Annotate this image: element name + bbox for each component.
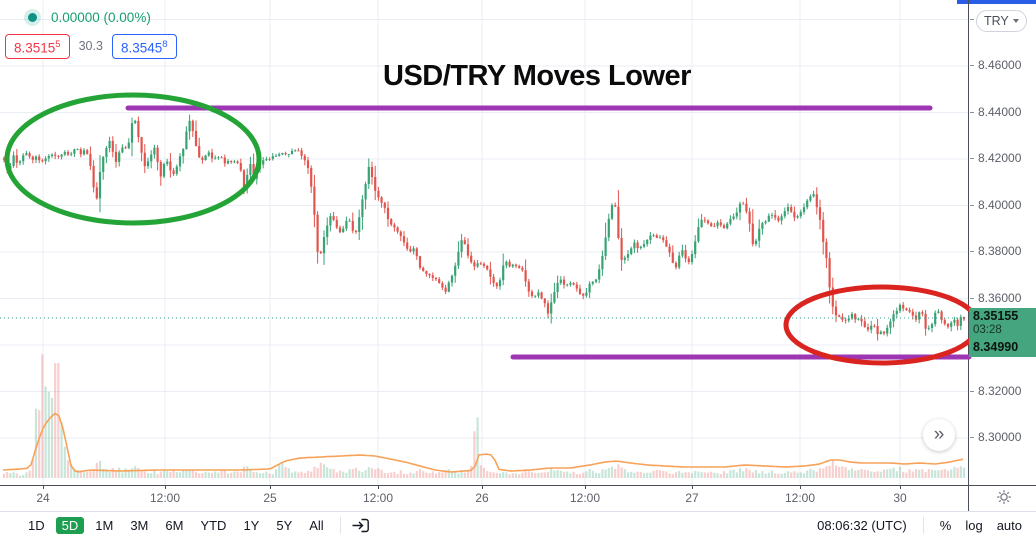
time-axis-label: 25	[263, 491, 277, 505]
range-button-3m[interactable]: 3M	[130, 517, 149, 533]
chevron-down-icon	[1012, 19, 1019, 23]
price-axis[interactable]: 8.480008.460008.440008.420008.400008.380…	[969, 0, 1036, 485]
time-axis-border	[0, 485, 1036, 486]
range-button-6m[interactable]: 6M	[165, 517, 184, 533]
market-status-dot-icon[interactable]	[24, 8, 41, 26]
volume-ma-line	[2, 412, 964, 473]
time-axis-label: 24	[36, 491, 50, 505]
time-axis-label: 12:00	[362, 491, 394, 505]
time-axis-label: 12:00	[784, 491, 816, 505]
volume-layer	[2, 354, 966, 478]
spread-value: 30.3	[78, 39, 103, 54]
top-scrollbar-strip	[957, 0, 1036, 4]
secondary-price-value: 8.34990	[973, 340, 1019, 354]
time-axis-label: 12:00	[569, 491, 601, 505]
price-axis-label: 8.46000	[969, 58, 1022, 72]
range-button-1m[interactable]: 1M	[95, 517, 114, 533]
last-price-value: 8.35155	[973, 309, 1019, 323]
time-axis[interactable]: 24 12:00 25 12:00 26 12:00 27 12:00 30	[0, 485, 968, 511]
currency-unit-label: TRY	[984, 14, 1009, 28]
time-axis-tick	[165, 485, 166, 489]
toolbar-divider	[922, 516, 924, 534]
ask-price-button[interactable]: 8.35458	[111, 34, 177, 59]
currency-unit-button[interactable]: TRY	[976, 10, 1027, 32]
range-button-1y[interactable]: 1Y	[243, 517, 260, 533]
bottom-toolbar: 1D 5D 1M 3M 6M YTD 1Y 5Y All 08:06:32 (UTC) % log…	[0, 511, 1036, 538]
date-range-switcher: 1D 5D 1M 3M 6M YTD 1Y 5Y All	[22, 516, 330, 534]
scale-buttons: % log auto	[940, 518, 1022, 533]
time-axis-tick	[482, 485, 483, 489]
time-axis-tick	[692, 485, 693, 489]
last-price-badge: 8.35155 03:28 8.34990	[969, 308, 1036, 357]
range-button-5y[interactable]: 5Y	[276, 517, 293, 533]
price-axis-label: 8.42000	[969, 151, 1022, 165]
double-chevron-right-icon: »	[933, 424, 945, 445]
grid-layer	[0, 0, 968, 485]
scale-button-log[interactable]: log	[965, 517, 983, 533]
time-axis-tick	[270, 485, 271, 489]
price-axis-label: 8.40000	[969, 197, 1022, 212]
candles-layer	[2, 114, 966, 341]
time-axis-label: 27	[685, 491, 699, 505]
time-axis-label: 26	[475, 491, 489, 505]
price-axis-label: 8.36000	[969, 290, 1022, 305]
annotation-title: USD/TRY Moves Lower	[383, 60, 691, 92]
price-axis-border	[968, 0, 969, 511]
time-axis-tick	[378, 485, 379, 489]
go-to-date-icon[interactable]	[351, 518, 370, 533]
time-axis-tick	[43, 485, 44, 489]
range-button-ytd[interactable]: YTD	[200, 517, 227, 533]
price-axis-label: 8.30000	[969, 430, 1022, 444]
scale-button-auto[interactable]: auto	[996, 517, 1022, 533]
bid-price-button[interactable]: 8.35155	[5, 34, 70, 59]
bar-countdown: 03:28	[973, 324, 1002, 336]
price-axis-label: 8.32000	[969, 383, 1022, 398]
price-axis-label: 8.44000	[969, 104, 1022, 119]
time-axis-tick	[585, 485, 586, 489]
time-axis-tick	[900, 485, 901, 489]
time-axis-tick	[800, 485, 801, 489]
price-axis-label: 8.38000	[969, 244, 1022, 258]
toolbar-divider	[339, 516, 341, 534]
range-button-5d[interactable]: 5D	[55, 516, 85, 534]
clock-timezone-button[interactable]: 08:06:32 (UTC)	[817, 517, 907, 533]
change-text: 0.00000 (0.00%)	[51, 9, 151, 25]
range-button-1d[interactable]: 1D	[28, 517, 45, 533]
time-axis-label: 30	[893, 491, 907, 505]
time-axis-label: 12:00	[149, 491, 181, 505]
gear-icon[interactable]	[996, 489, 1012, 505]
scroll-to-latest-button[interactable]: »	[923, 419, 955, 451]
symbol-legend: 0.00000 (0.00%) 8.35155 30.3 8.35458	[5, 4, 177, 59]
scale-button-percent[interactable]: %	[939, 517, 952, 533]
range-button-all[interactable]: All	[309, 517, 324, 533]
